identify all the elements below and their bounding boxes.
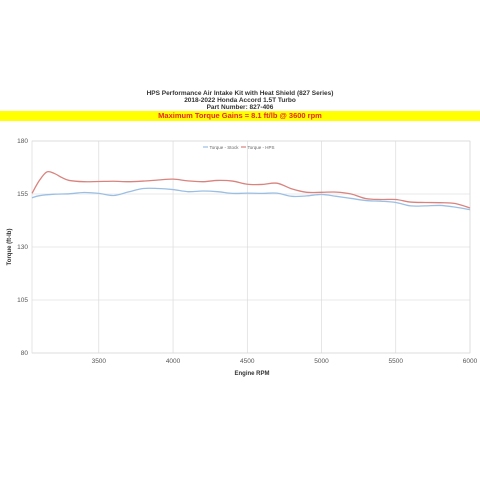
chart-axes: 80 105 130 155 180 3500 4000 4500 5000 5500 6000 — [17, 138, 477, 365]
x-tick-label: 4000 — [166, 358, 181, 365]
x-tick-label: 3500 — [92, 358, 107, 365]
chart-title: HPS Performance Air Intake Kit with Heat… — [146, 90, 334, 97]
chart-subtitle-part-number: Part Number: 827-406 — [206, 104, 274, 112]
chart-legend: Torque - Stock Torque - HPS — [203, 145, 275, 150]
legend-label: Torque - HPS — [248, 145, 275, 150]
y-tick-label: 155 — [17, 191, 28, 198]
chart-title-block: HPS Performance Air Intake Kit with Heat… — [0, 90, 480, 112]
x-tick-label: 5500 — [389, 358, 404, 365]
legend-label: Torque - Stock — [210, 145, 240, 150]
y-tick-label: 105 — [17, 297, 28, 304]
chart-subtitle-vehicle: 2018-2022 Honda Accord 1.5T Turbo — [184, 97, 296, 105]
chart-axis-labels: Engine RPM Torque (ft-lb) — [7, 229, 270, 377]
chart-series — [31, 170, 471, 211]
max-gain-banner: Maximum Torque Gains = 8.1 ft/lb @ 3600 … — [0, 111, 480, 121]
chart-grid — [31, 140, 471, 354]
x-axis-label: Engine RPM — [234, 371, 269, 377]
x-tick-label: 6000 — [463, 358, 478, 365]
series-line-torque-hps — [31, 170, 471, 209]
series-line-torque-stock — [31, 187, 471, 211]
y-tick-label: 130 — [17, 244, 28, 251]
plot-area-border — [31, 140, 471, 354]
y-axis-label: Torque (ft-lb) — [7, 229, 13, 266]
x-tick-label: 4500 — [240, 358, 255, 365]
y-tick-label: 80 — [21, 350, 29, 357]
max-gain-banner-text: Maximum Torque Gains = 8.1 ft/lb @ 3600 … — [158, 111, 322, 120]
y-tick-label: 180 — [17, 138, 28, 145]
x-tick-label: 5000 — [314, 358, 329, 365]
